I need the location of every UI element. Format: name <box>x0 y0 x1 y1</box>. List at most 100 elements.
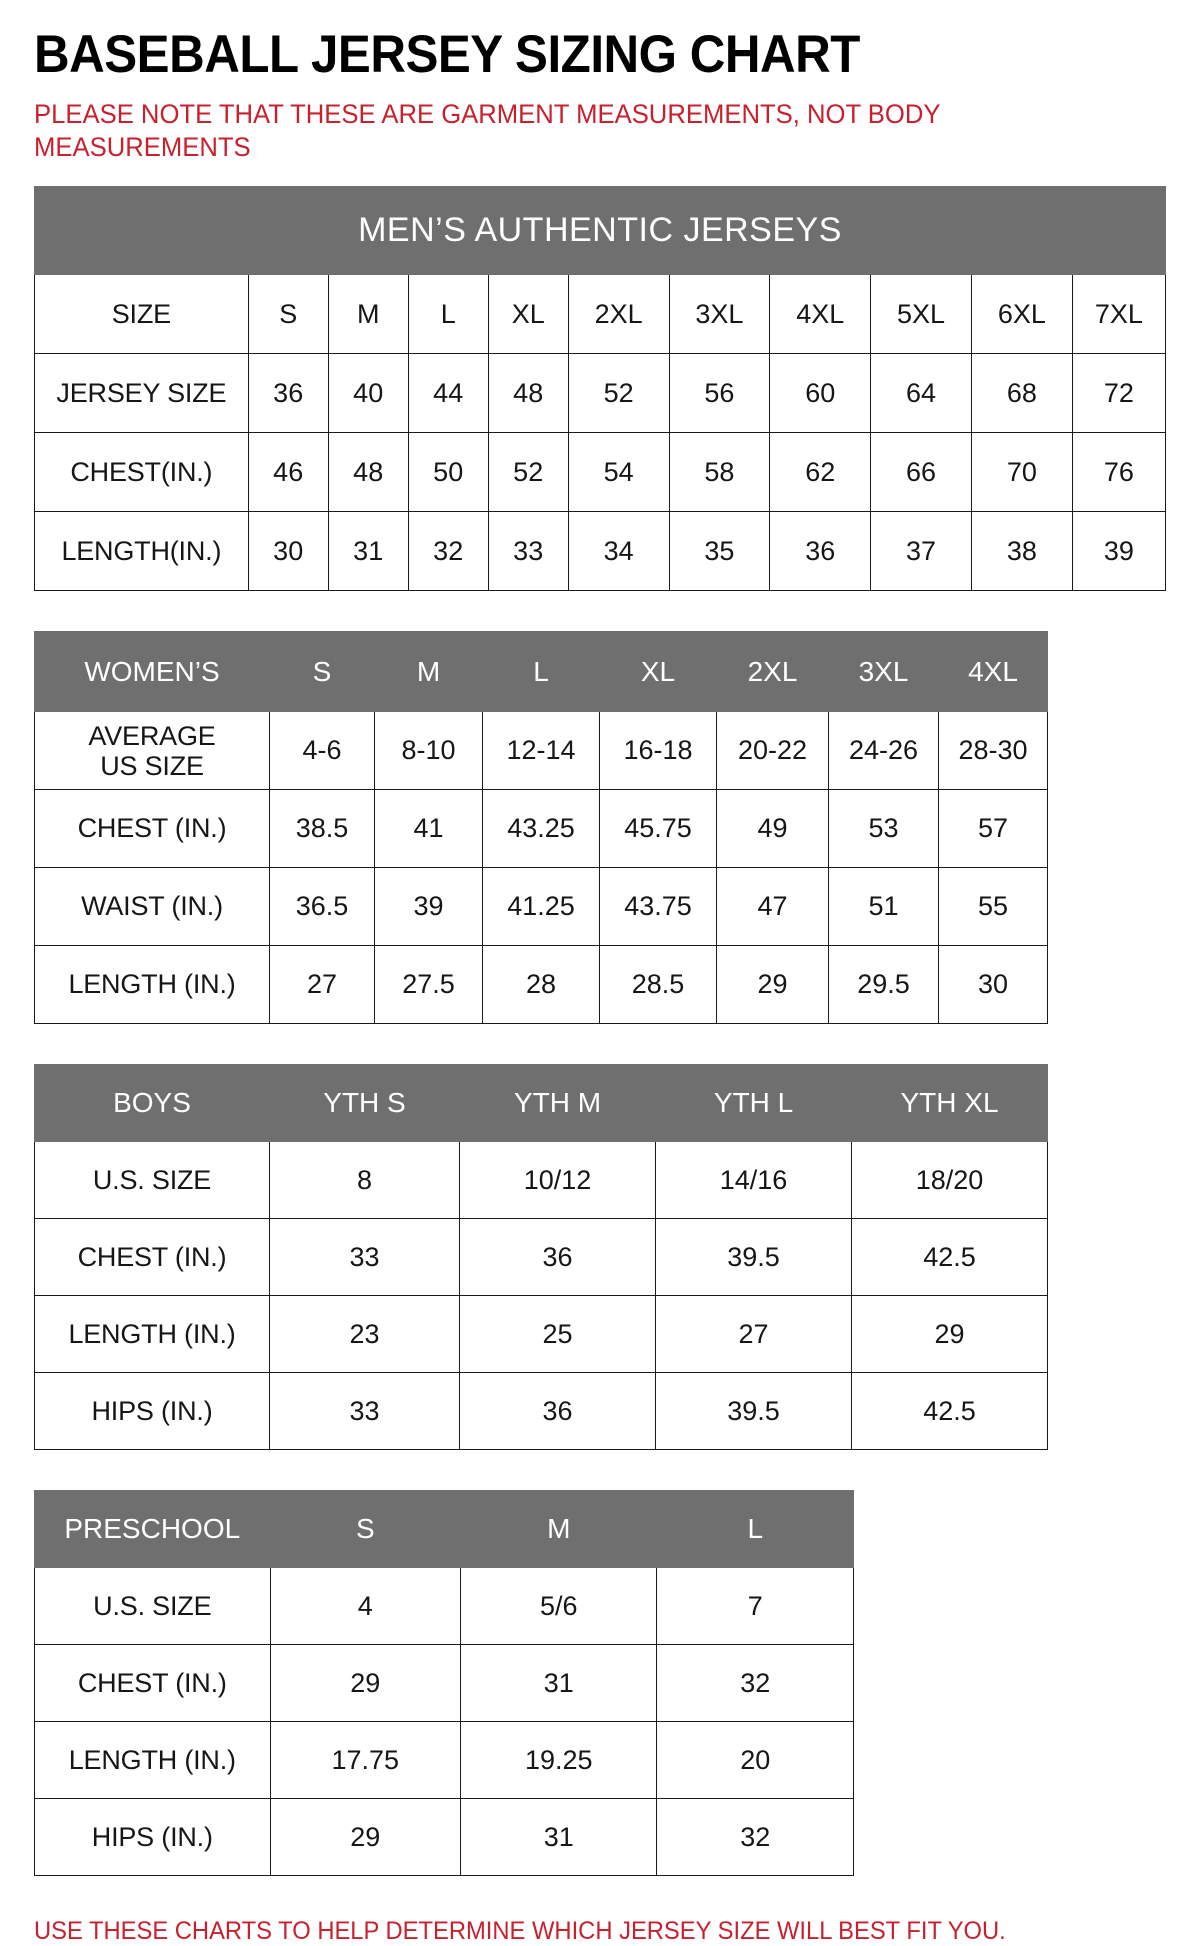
cell: 39.5 <box>655 1218 852 1296</box>
row-label: WAIST (IN.) <box>34 867 270 946</box>
cell: 43.75 <box>599 867 717 946</box>
mens-col-header: 6XL <box>970 274 1073 354</box>
cell: 4 <box>269 1567 462 1645</box>
cell: 5/6 <box>460 1567 658 1645</box>
cell: 68 <box>970 353 1073 433</box>
cell: 48 <box>327 432 409 512</box>
row-label: CHEST (IN.) <box>34 1644 271 1722</box>
cell: 76 <box>1071 432 1167 512</box>
cell: 30 <box>938 945 1048 1024</box>
cell: 28 <box>482 945 600 1024</box>
cell: 46 <box>247 432 329 512</box>
boys-col-header: YTH S <box>269 1064 460 1142</box>
cell: 44 <box>407 353 489 433</box>
row-label: LENGTH (IN.) <box>34 945 270 1024</box>
cell: 31 <box>460 1798 658 1876</box>
mens-col-header: 7XL <box>1071 274 1167 354</box>
preschool-corner-label: PRESCHOOL <box>34 1490 271 1568</box>
row-label: U.S. SIZE <box>34 1567 271 1645</box>
cell: 30 <box>247 511 329 591</box>
cell: 18/20 <box>851 1141 1048 1219</box>
cell: 31 <box>327 511 409 591</box>
cell: 4-6 <box>269 711 375 790</box>
cell: 72 <box>1071 353 1167 433</box>
table-header-row: SIZE S M L XL 2XL 3XL 4XL 5XL 6XL 7XL <box>34 274 1167 354</box>
womens-col-header: S <box>269 631 375 712</box>
table-row: HIPS (IN.) 33 36 39.5 42.5 <box>34 1372 1048 1450</box>
cell: 37 <box>870 511 972 591</box>
row-label: HIPS (IN.) <box>34 1372 270 1450</box>
cell: 28.5 <box>599 945 717 1024</box>
row-label: LENGTH (IN.) <box>34 1721 271 1799</box>
row-label: HIPS (IN.) <box>34 1798 271 1876</box>
cell: 14/16 <box>655 1141 852 1219</box>
cell: 25 <box>459 1295 656 1373</box>
mens-col-header: 2XL <box>567 274 670 354</box>
table-row: LENGTH (IN.) 17.75 19.25 20 <box>34 1721 854 1799</box>
cell: 20-22 <box>716 711 829 790</box>
boys-col-header: YTH XL <box>851 1064 1048 1142</box>
cell: 29 <box>269 1798 462 1876</box>
cell: 29 <box>851 1295 1048 1373</box>
cell: 43.25 <box>482 789 600 868</box>
cell: 33 <box>487 511 569 591</box>
table-row: CHEST (IN.) 33 36 39.5 42.5 <box>34 1218 1048 1296</box>
row-label: CHEST (IN.) <box>34 1218 270 1296</box>
cell: 47 <box>716 867 829 946</box>
cell: 32 <box>656 1798 854 1876</box>
row-label-line: AVERAGE <box>88 720 216 751</box>
boys-col-header: YTH L <box>655 1064 852 1142</box>
row-label: LENGTH (IN.) <box>34 1295 270 1373</box>
cell: 32 <box>407 511 489 591</box>
mens-col-header: XL <box>487 274 569 354</box>
boys-sizing-table: BOYS YTH S YTH M YTH L YTH XL U.S. SIZE … <box>34 1064 1048 1450</box>
cell: 10/12 <box>459 1141 656 1219</box>
cell: 42.5 <box>851 1218 1048 1296</box>
row-label: AVERAGE US SIZE <box>34 711 270 790</box>
cell: 32 <box>656 1644 854 1722</box>
cell: 57 <box>938 789 1048 868</box>
womens-col-header: XL <box>599 631 717 712</box>
cell: 36 <box>247 353 329 433</box>
cell: 56 <box>668 353 771 433</box>
cell: 36 <box>459 1218 656 1296</box>
table-row: JERSEY SIZE 36 40 44 48 52 56 60 64 68 7… <box>34 353 1167 433</box>
cell: 52 <box>567 353 670 433</box>
womens-col-header: 2XL <box>716 631 829 712</box>
row-label: CHEST (IN.) <box>34 789 270 868</box>
preschool-sizing-table: PRESCHOOL S M L U.S. SIZE 4 5/6 7 CHEST … <box>34 1490 854 1876</box>
cell: 31 <box>460 1644 658 1722</box>
mens-banner-label: MEN’S AUTHENTIC JERSEYS <box>34 186 1166 275</box>
garment-measurement-note: PLEASE NOTE THAT THESE ARE GARMENT MEASU… <box>34 99 941 162</box>
mens-sizing-table: MEN’S AUTHENTIC JERSEYS SIZE S M L XL 2X… <box>34 186 1167 591</box>
cell: 36 <box>459 1372 656 1450</box>
mens-col-header: 4XL <box>769 274 872 354</box>
cell: 62 <box>769 432 872 512</box>
cell: 38 <box>970 511 1073 591</box>
mens-col-header: L <box>407 274 489 354</box>
cell: 48 <box>487 353 569 433</box>
cell: 16-18 <box>599 711 717 790</box>
cell: 23 <box>269 1295 460 1373</box>
cell: 41 <box>374 789 483 868</box>
preschool-col-header: S <box>269 1490 462 1568</box>
row-label-line: US SIZE <box>100 750 204 781</box>
cell: 55 <box>938 867 1048 946</box>
cell: 29.5 <box>828 945 939 1024</box>
table-row: U.S. SIZE 8 10/12 14/16 18/20 <box>34 1141 1048 1219</box>
mens-col-header: S <box>247 274 329 354</box>
cell: 19.25 <box>460 1721 658 1799</box>
row-label: U.S. SIZE <box>34 1141 270 1219</box>
cell: 33 <box>269 1372 460 1450</box>
cell: 33 <box>269 1218 460 1296</box>
cell: 27 <box>269 945 375 1024</box>
cell: 29 <box>269 1644 462 1722</box>
cell: 28-30 <box>938 711 1048 790</box>
cell: 7 <box>656 1567 854 1645</box>
table-banner-row: MEN’S AUTHENTIC JERSEYS <box>34 186 1166 275</box>
cell: 41.25 <box>482 867 600 946</box>
cell: 51 <box>828 867 939 946</box>
preschool-col-header: M <box>460 1490 658 1568</box>
cell: 39.5 <box>655 1372 852 1450</box>
